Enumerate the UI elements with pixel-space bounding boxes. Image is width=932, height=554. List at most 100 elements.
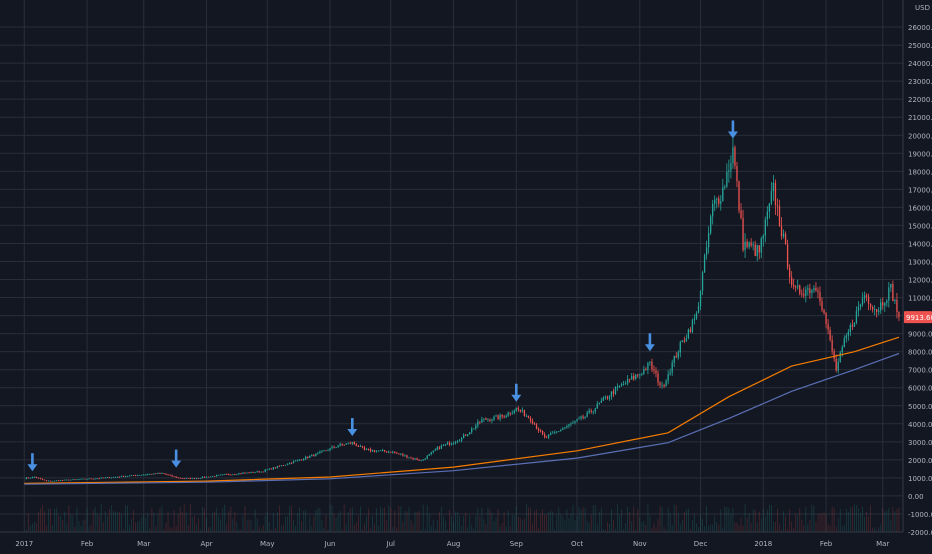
candle-body [201,476,204,479]
time-tick-label: Feb [820,540,833,548]
candle-body [379,450,382,452]
moving-averages [24,336,900,485]
candle-body [878,310,880,312]
candle-body [361,446,364,448]
time-tick-label: Mar [137,540,150,548]
candle-body [248,472,250,474]
candle-body [351,442,353,444]
price-tick-label: 9000.00 [908,331,932,339]
candle-body [25,477,27,479]
candle-body [43,479,46,481]
candle-body [839,352,841,363]
candle-body [754,244,756,257]
time-tick-label: May [260,540,274,548]
candle-body [894,299,896,302]
candle-body [307,456,309,458]
candle-body [469,432,471,435]
candle-body [790,277,793,285]
annotation-arrows [27,120,738,472]
candle-body [189,478,191,479]
candle-body [556,431,558,433]
candle-body [829,329,831,340]
candle-body [539,430,542,432]
candle-body [72,479,74,481]
candle-body [106,477,108,479]
time-tick-label: Sep [510,540,524,548]
candle-body [436,447,438,450]
candle-body [37,477,40,479]
candle-body [321,450,323,452]
price-axis[interactable]: -2000.00 -1000.00 0.00 1000.00 2000.00 3000.0… [902,0,932,550]
candle-body [857,306,860,311]
candle-body [473,428,475,430]
candle-body [187,477,189,479]
candle-body [66,479,68,481]
candle-body [323,450,325,452]
candle-body [641,373,643,375]
candle-body [339,443,341,446]
candle-body [432,450,434,453]
candle-body [677,352,679,358]
candle-body [497,415,499,419]
candle-body [716,198,718,200]
candle-body [244,472,246,474]
candle-body [448,442,451,445]
candle-body [799,285,801,294]
candle-body [367,449,370,450]
candle-body [47,480,50,482]
price-tick-label: 0.00 [908,493,924,501]
last-price-badge [904,311,932,324]
candle-body [353,442,355,445]
candle-body [835,358,837,371]
candle-body [724,186,726,188]
candle-body [513,410,515,413]
candle-body [220,474,222,476]
candle-body [770,191,773,204]
candle-body [566,426,568,428]
candle-body [460,437,463,441]
price-tick-label: 17000.00 [908,186,932,194]
candle-body [416,458,418,461]
candle-body [442,445,445,447]
candle-body [343,444,345,446]
candle-body [795,286,797,288]
candle-body [145,474,147,476]
candle-body [610,391,613,397]
candle-body [600,400,602,403]
candle-body [296,459,299,461]
arrow-down-icon [644,344,655,352]
candle-body [651,361,653,370]
candle-body [102,477,104,479]
candle-body [756,245,758,257]
candle-body [369,449,372,452]
candle-body [357,446,360,447]
candle-body [254,472,256,474]
candle-body [471,428,473,433]
candle-body [215,475,218,477]
candle-body [371,450,374,452]
candle-body [319,451,321,453]
candle-body [118,476,121,478]
candle-body [738,181,740,211]
candle-body [768,203,771,212]
candle-body [888,287,890,301]
candle-body [693,318,696,320]
candle-body [193,478,196,480]
arrow-down-icon [727,131,738,139]
candle-body [550,433,552,435]
time-axis[interactable]: 2017 Feb Mar Apr May Jun Jul Aug Sep Oct Nov Dec 201… [0,531,903,548]
candle-body [440,445,443,449]
candle-body [833,351,835,359]
candle-body [774,182,777,206]
candle-body [359,446,362,447]
currency-label: USD [915,4,930,12]
candle-body [564,427,566,429]
candle-body [128,475,131,477]
candle-body [598,402,600,404]
candle-body [446,442,449,445]
candle-body [373,450,376,452]
candle-body [501,414,503,417]
candle-body [422,459,424,461]
